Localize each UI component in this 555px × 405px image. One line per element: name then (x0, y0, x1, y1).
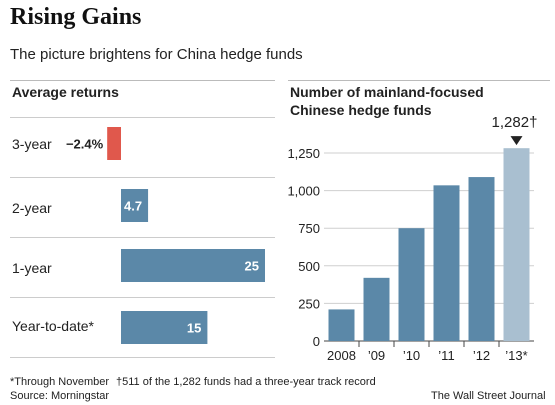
return-value-label: −2.4% (66, 137, 104, 152)
callout-pointer-icon (510, 136, 523, 146)
fund-count-bar (398, 228, 425, 341)
return-bar (121, 249, 265, 282)
return-bar (121, 311, 208, 344)
chart-title: Rising Gains (10, 4, 142, 30)
return-value-label: 15 (187, 321, 201, 336)
returns-label-ytd: Year-to-date* (12, 318, 94, 334)
right-panel-title-line1: Number of mainland-focused (290, 84, 484, 100)
y-tick-label: 250 (298, 296, 320, 311)
chart-subtitle: The picture brightens for China hedge fu… (10, 46, 303, 63)
x-tick-label: ’13* (505, 348, 527, 363)
footnote-dagger: †511 of the 1,282 funds had a three-year… (116, 376, 376, 388)
y-tick-label: 0 (313, 334, 320, 349)
right-panel-title-line2: Chinese hedge funds (290, 102, 432, 118)
row-divider (10, 177, 275, 178)
return-value-label: 25 (245, 259, 259, 274)
footnote-ytd: *Through November (10, 376, 110, 388)
fund-count-bar (328, 309, 355, 341)
y-tick-label: 1,250 (287, 146, 320, 161)
row-divider (10, 297, 275, 298)
fund-count-bar (433, 185, 460, 341)
x-tick-label: ’11 (438, 348, 454, 363)
y-tick-label: 500 (298, 259, 320, 274)
x-tick-label: ’10 (403, 348, 420, 363)
callout-value: 1,282† (492, 114, 538, 131)
publisher-credit: The Wall Street Journal (431, 390, 546, 402)
left-panel-title: Average returns (12, 84, 119, 100)
x-tick-label: 2008 (327, 348, 356, 363)
return-bar (121, 189, 149, 222)
returns-label-1-year: 1-year (12, 260, 52, 276)
fund-count-bar (503, 148, 530, 341)
left-panel-top-rule (10, 80, 275, 81)
fund-count-bar (363, 277, 390, 341)
right-panel-top-rule (288, 80, 550, 81)
y-tick-label: 750 (298, 221, 320, 236)
x-tick-label: ’09 (368, 348, 385, 363)
returns-label-2-year: 2-year (12, 200, 52, 216)
fund-count-bar (468, 177, 495, 341)
source-note: Source: Morningstar (10, 390, 110, 402)
y-tick-label: 1,000 (287, 184, 320, 199)
row-divider (10, 117, 275, 118)
x-tick-label: ’12 (473, 348, 490, 363)
row-divider (10, 237, 275, 238)
return-bar (107, 127, 121, 160)
return-value-label: 4.7 (124, 199, 142, 214)
returns-label-3-year: 3-year (12, 136, 52, 152)
row-divider (10, 357, 275, 358)
